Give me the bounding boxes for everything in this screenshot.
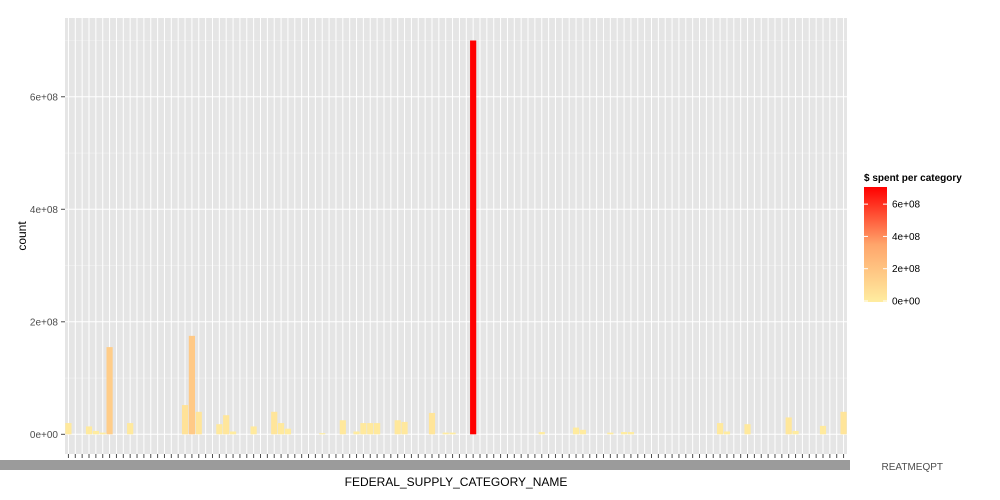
legend-tick-label: 0e+00 [892,297,921,308]
bar [216,424,223,435]
legend-ticks: 0e+00 2e+08 4e+08 6e+08 [864,200,921,308]
bar [127,423,134,435]
plot-panel [65,18,847,454]
bar [277,423,285,435]
bar [723,431,731,435]
x-axis-title: FEDERAL_SUPPLY_CATEGORY_NAME [345,475,568,489]
y-axis: 0e+00 2e+08 4e+08 6e+08 [30,92,65,441]
x-axis-ticks [67,454,845,458]
bar [449,432,456,435]
legend-tick-label: 6e+08 [892,200,921,211]
bar [319,433,326,435]
bar [744,424,751,435]
bar [367,423,374,435]
bars [65,40,847,435]
grid-minor [65,40,847,379]
bar [85,426,93,435]
bar [181,405,189,435]
bar [223,415,230,435]
bar [401,421,408,435]
bar [284,428,292,435]
bar [229,431,237,435]
legend-colorbar [864,187,887,302]
legend: $ spent per category 0e+00 2e+08 4e+08 6e+0… [864,173,962,308]
bar [339,420,346,435]
bar [394,420,401,435]
legend-tick-label: 2e+08 [892,264,921,275]
y-tick-label: 6e+08 [30,92,59,103]
y-tick-label: 2e+08 [30,317,59,328]
bar [271,411,278,435]
x-tick-label: REATMEQPT [882,462,943,473]
bar [538,432,545,435]
bar [65,423,72,435]
bar [195,411,202,435]
bar [99,432,106,435]
bar [106,347,113,435]
y-tick-label: 0e+00 [30,430,59,441]
bar [188,335,195,435]
x-tick-label-overlap [0,460,850,470]
bar [792,430,799,435]
bar [579,429,586,435]
bar [819,425,827,435]
y-axis-title: count [15,221,29,251]
y-tick-label: 4e+08 [30,205,59,216]
bar [470,40,477,435]
x-axis-tick-labels: REATMEQPT [0,460,943,473]
bar [374,423,381,435]
bar [717,423,724,435]
bar [442,432,449,435]
legend-title: $ spent per category [864,173,962,184]
bar [92,430,99,435]
bar [785,417,792,435]
bar [250,426,257,435]
bar [840,411,847,435]
bar [607,432,614,435]
bar [353,431,360,435]
grid-major [65,18,847,454]
bar [428,412,436,435]
bar [360,423,367,435]
legend-tick-label: 4e+08 [892,232,921,243]
bar [572,427,580,435]
bar [620,432,628,435]
bar [627,432,635,435]
